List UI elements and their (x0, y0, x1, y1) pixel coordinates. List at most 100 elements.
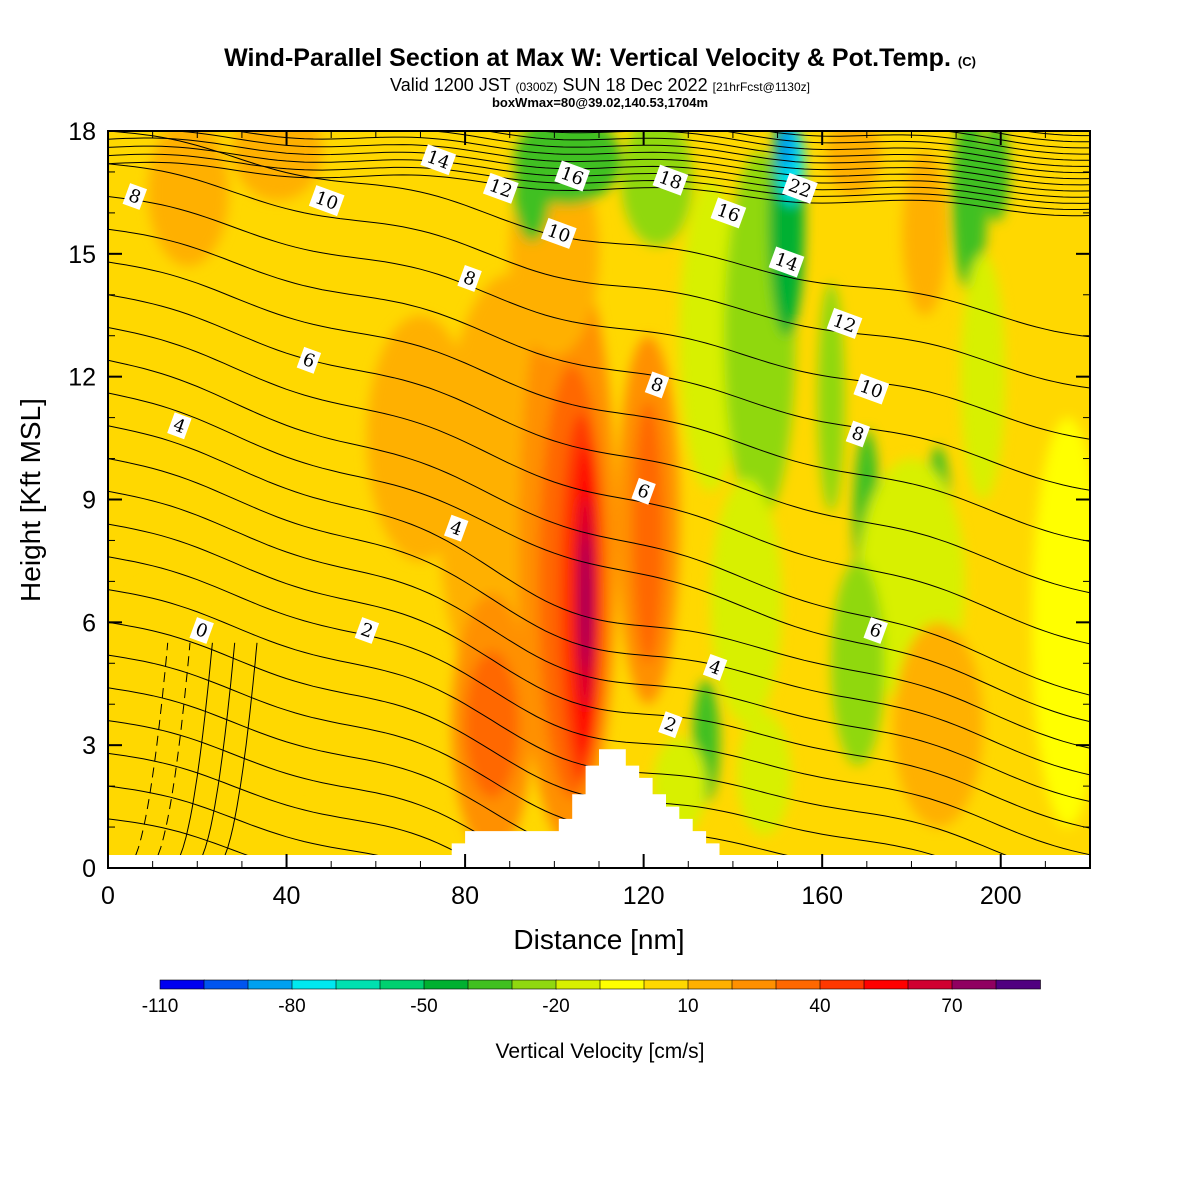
theta-contour-line (108, 163, 1090, 389)
colorbar-swatch (951, 979, 997, 990)
contour-label-box (710, 197, 747, 229)
theta-contour-line (108, 32, 1090, 117)
x-axis-title: Distance [nm] (513, 924, 684, 955)
colorbar-tick-label: -20 (542, 996, 569, 1017)
colorbar-swatch (995, 979, 1041, 990)
theta-contour-line (108, 137, 1090, 198)
colorbar-tick-label: 70 (941, 996, 962, 1017)
theta-contour-line (108, 145, 1090, 204)
velocity-blob (232, 131, 323, 201)
theta-contour-line (108, 720, 516, 855)
velocity-blob (679, 180, 742, 492)
theta-contour-line (234, 131, 1090, 186)
chart-title-block: Wind-Parallel Section at Max W: Vertical… (0, 44, 1200, 109)
colorbar-swatch (643, 979, 689, 990)
contour-label: 4 (702, 653, 728, 681)
contour-label-box (644, 371, 670, 399)
colorbar-swatch (511, 979, 557, 990)
colorbar-swatch (819, 979, 865, 990)
colorbar-swatch (731, 979, 777, 990)
colorbar-title: Vertical Velocity [cm/s] (496, 1040, 705, 1063)
velocity-blob (1031, 417, 1090, 827)
contour-label: 8 (845, 420, 871, 448)
velocity-blob (737, 712, 791, 836)
theta-contour-line (108, 24, 1090, 111)
contour-label-box (768, 246, 805, 278)
x-axis: 0 40 80 120 160 200 (101, 131, 1046, 910)
contour-label-box (853, 373, 890, 405)
y-tick-label: 9 (82, 487, 96, 515)
chart-title: Wind-Parallel Section at Max W: Vertical… (0, 44, 1200, 76)
y-tick-label: 6 (82, 609, 96, 637)
theta-contour-line (108, 261, 1090, 542)
contour-label-box (540, 217, 577, 249)
velocity-blob (710, 479, 783, 725)
theta-contour-line (108, 294, 1090, 594)
x-tick-label: 80 (451, 882, 479, 910)
colorbar-tick-label: -80 (278, 996, 305, 1017)
theta-contour-line (108, 752, 464, 855)
theta-contour-line (108, 16, 1090, 105)
contour-label-box (443, 514, 469, 542)
colorbar-swatch (775, 979, 821, 990)
colorbar-swatch (467, 979, 513, 990)
contour-label: 6 (631, 477, 656, 505)
contour-label-box (652, 164, 689, 196)
contour-label-box (702, 653, 728, 681)
colorbar-swatch (863, 979, 909, 990)
contour-label-box (354, 617, 380, 644)
terrain-profile (451, 749, 720, 855)
contour-label-box (782, 172, 818, 204)
theta-contour-line (721, 131, 1090, 161)
theta-contour-line (108, 359, 1090, 696)
velocity-blob (826, 131, 881, 197)
colorbar-swatch (687, 979, 733, 990)
theta-contour-line (108, 153, 1090, 210)
contour-label: 2 (354, 617, 380, 644)
colorbar-swatch (423, 979, 469, 990)
theta-contour-line (484, 131, 1090, 174)
contour-label: 8 (457, 264, 482, 292)
velocity-blob (108, 581, 225, 855)
y-tick-label: 0 (82, 855, 96, 883)
colorbar-swatch (247, 979, 293, 990)
contour-label-box (308, 185, 345, 217)
x-tick-label: 200 (980, 882, 1022, 910)
y-tick-label: 15 (68, 241, 96, 269)
x-tick-label: 0 (101, 882, 115, 910)
contour-label-box (189, 617, 214, 644)
contour-label: 12 (826, 307, 863, 339)
theta-contour-line (108, 392, 1090, 723)
box-wmax-info: boxWmax=80@39.02,140.53,1704m (491, 95, 709, 110)
contour-label-box (167, 412, 192, 440)
velocity-blob (581, 532, 591, 672)
colorbar-tick-label: -50 (410, 996, 437, 1017)
theta-contour-line (108, 131, 1090, 338)
contour-label: 2 (658, 711, 683, 739)
velocity-blob (982, 131, 1010, 222)
contour-label-box (296, 346, 322, 374)
velocity-blob (313, 614, 439, 855)
x-tick-label: 160 (801, 882, 843, 910)
theta-contour-line (108, 49, 1090, 130)
valid-utc: (0300Z) (515, 80, 558, 94)
theta-contour-line (297, 131, 1090, 180)
contour-label: 8 (644, 371, 670, 399)
velocity-blob (817, 282, 845, 512)
theta-contour-line (135, 642, 169, 855)
theta-contour-line (108, 523, 1090, 829)
contour-label: 14 (420, 144, 457, 176)
velocity-blob (366, 315, 475, 561)
potential-temperature-contours (108, 16, 1090, 855)
contour-label: 4 (167, 412, 192, 440)
theta-contour-line (108, 556, 1090, 855)
theta-contour-line (108, 785, 379, 855)
y-tick-label: 18 (68, 118, 96, 146)
theta-contour-line (108, 161, 1090, 217)
velocity-blob (148, 131, 229, 267)
contour-label: 10 (853, 373, 890, 405)
velocity-blob (951, 131, 988, 291)
contour-label: 8 (122, 183, 148, 210)
contour-label-box (457, 264, 482, 292)
